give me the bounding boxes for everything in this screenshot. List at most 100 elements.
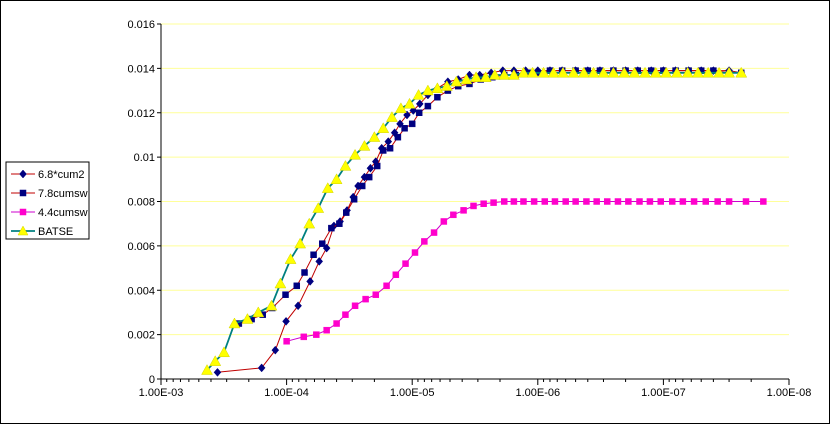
data-point bbox=[507, 69, 520, 80]
data-point bbox=[671, 66, 683, 78]
data-point bbox=[618, 66, 631, 78]
data-point bbox=[557, 66, 569, 78]
y-tick-label: 0.004 bbox=[127, 285, 155, 297]
data-point bbox=[526, 66, 539, 78]
data-point bbox=[431, 82, 444, 93]
y-tick-labels: 0 0.002 0.004 0.006 0.008 0.01 0.012 0.014 0.016 bbox=[127, 19, 155, 386]
data-point bbox=[470, 202, 477, 210]
data-point bbox=[358, 140, 371, 151]
y-tick-label: 0.012 bbox=[127, 108, 155, 120]
data-point bbox=[365, 173, 373, 181]
data-point bbox=[603, 198, 611, 205]
gridlines bbox=[161, 23, 789, 336]
data-point bbox=[583, 198, 590, 205]
data-point bbox=[373, 162, 381, 170]
data-point bbox=[725, 198, 733, 205]
data-point bbox=[450, 75, 463, 87]
x-tick-label: 1.00E-06 bbox=[515, 387, 560, 399]
data-point bbox=[628, 66, 641, 78]
data-point bbox=[551, 198, 559, 205]
data-point bbox=[293, 282, 301, 290]
data-point bbox=[409, 106, 418, 115]
data-point bbox=[434, 93, 441, 101]
data-point bbox=[377, 122, 390, 133]
data-point bbox=[614, 198, 622, 205]
data-point bbox=[500, 198, 508, 205]
x-tick-label: 1.00E-08 bbox=[767, 387, 812, 399]
data-point bbox=[713, 66, 726, 78]
legend-label: 7.8cumsw bbox=[38, 188, 88, 200]
data-point bbox=[440, 218, 448, 225]
y-tick-label: 0.006 bbox=[127, 241, 155, 253]
data-point bbox=[403, 97, 416, 109]
data-point bbox=[517, 66, 530, 78]
y-tick-label: 0.01 bbox=[134, 152, 155, 164]
data-point bbox=[386, 145, 394, 152]
data-point bbox=[510, 198, 518, 205]
data-point bbox=[315, 257, 324, 266]
data-point bbox=[252, 306, 265, 318]
data-point bbox=[339, 159, 352, 171]
data-point bbox=[294, 237, 307, 249]
data-point bbox=[380, 147, 387, 154]
data-point bbox=[394, 102, 407, 113]
data-point bbox=[657, 198, 664, 205]
data-point bbox=[490, 199, 497, 206]
data-point bbox=[415, 109, 423, 116]
data-point bbox=[392, 271, 400, 278]
data-point bbox=[547, 66, 560, 78]
x-tick-label: 1.00E-03 bbox=[139, 387, 184, 399]
x-tick-label: 1.00E-07 bbox=[641, 387, 686, 399]
data-point bbox=[313, 331, 320, 338]
data-point bbox=[430, 229, 438, 236]
data-point bbox=[394, 133, 402, 141]
data-point bbox=[587, 66, 600, 78]
data-point bbox=[625, 198, 632, 205]
data-point bbox=[306, 276, 314, 286]
series-layer bbox=[201, 66, 767, 377]
data-point bbox=[714, 198, 721, 205]
data-point bbox=[312, 202, 325, 213]
data-point bbox=[209, 355, 222, 366]
data-point bbox=[284, 253, 297, 264]
data-point bbox=[636, 198, 643, 205]
data-point bbox=[201, 364, 213, 375]
data-point bbox=[218, 346, 230, 358]
data-point bbox=[421, 84, 434, 96]
data-point bbox=[537, 66, 550, 78]
data-point bbox=[460, 207, 467, 214]
data-point bbox=[760, 198, 767, 205]
legend: 6.8*cum2 7.8cumsw 4.4cumsw BATSE bbox=[5, 161, 90, 240]
data-point bbox=[702, 198, 710, 205]
y-tick-label: 0.002 bbox=[127, 330, 155, 342]
data-point bbox=[735, 66, 748, 78]
data-point bbox=[415, 99, 424, 109]
data-point bbox=[213, 367, 222, 377]
data-point bbox=[530, 198, 538, 205]
data-point bbox=[742, 198, 750, 205]
data-point bbox=[321, 182, 334, 193]
data-point bbox=[681, 66, 694, 78]
y-tick-label: 0.014 bbox=[127, 63, 155, 75]
data-point bbox=[639, 66, 651, 78]
data-point bbox=[342, 311, 349, 318]
legend-box bbox=[5, 161, 90, 240]
data-point bbox=[669, 198, 676, 205]
data-point bbox=[690, 198, 698, 205]
data-point bbox=[368, 131, 381, 142]
data-point bbox=[386, 111, 398, 122]
legend-marker bbox=[17, 225, 29, 236]
data-point bbox=[362, 295, 369, 303]
data-point bbox=[593, 198, 600, 205]
data-point bbox=[424, 102, 432, 110]
data-point bbox=[301, 269, 308, 276]
data-point bbox=[300, 333, 308, 341]
series-4-4cumsw bbox=[283, 198, 767, 345]
data-point bbox=[460, 73, 473, 85]
data-point bbox=[336, 220, 343, 227]
legend-label: 6.8*cum2 bbox=[38, 169, 84, 181]
data-point bbox=[421, 238, 428, 245]
data-point bbox=[265, 299, 278, 311]
data-point bbox=[403, 110, 411, 120]
